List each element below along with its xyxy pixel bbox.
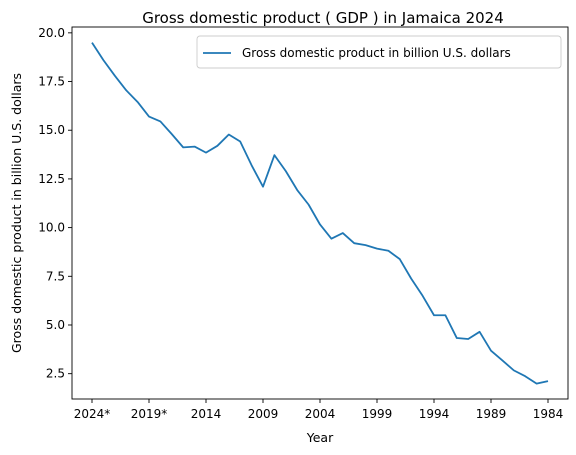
y-tick-label: 15.0 [38,123,65,137]
x-tick-label: 2004 [305,407,336,421]
x-tick-label: 2009 [248,407,279,421]
x-tick-label: 1984 [533,407,564,421]
x-axis: 2024* 2019* 2014 2009 2004 1999 1994 1989 1984 [74,399,564,421]
x-tick-label: 1999 [362,407,393,421]
x-tick-label: 1989 [476,407,507,421]
series-line-0 [91,42,549,385]
y-tick-label: 7.5 [46,269,65,283]
y-tick-label: 2.5 [46,367,65,381]
y-tick-label: 20.0 [38,26,65,40]
legend: Gross domestic product in billion U.S. d… [196,35,562,69]
y-tick-label: 5.0 [46,318,65,332]
x-tick-label: 2019* [131,407,168,421]
chart-title: Gross domestic product ( GDP ) in Jamaic… [142,9,504,27]
y-tick-label: 17.5 [38,75,65,89]
y-axis-label: Gross domestic product in billion U.S. d… [9,73,24,353]
plot-frame [71,26,569,400]
x-tick-label: 1994 [419,407,450,421]
legend-box [196,35,562,69]
y-tick-label: 12.5 [38,172,65,186]
x-axis-label: Year [306,430,334,445]
series-layer [91,42,549,385]
legend-entry: Gross domestic product in billion U.S. d… [242,46,511,60]
y-tick-label: 10.0 [38,221,65,235]
y-axis: 2.5 5.0 7.5 10.0 12.5 15.0 17.5 20.0 [38,26,72,381]
x-tick-label: 2024* [74,407,111,421]
x-tick-label: 2014 [191,407,222,421]
